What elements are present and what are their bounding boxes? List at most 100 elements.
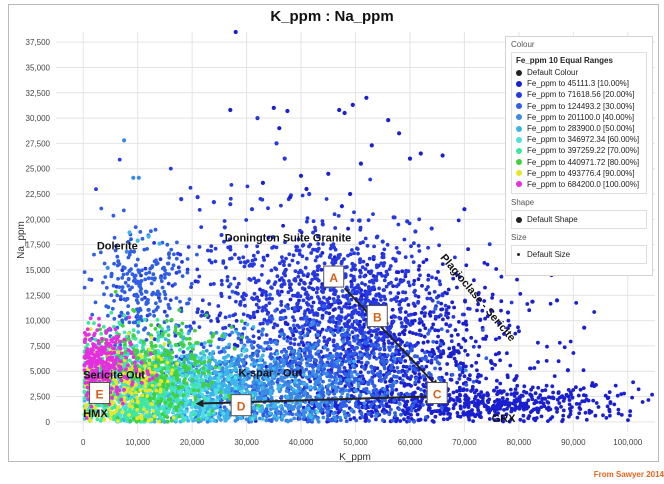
data-point bbox=[433, 414, 438, 419]
data-point bbox=[228, 256, 232, 261]
data-point bbox=[256, 250, 260, 255]
data-point bbox=[349, 408, 354, 413]
data-point bbox=[470, 408, 474, 412]
data-point bbox=[363, 387, 368, 392]
data-point bbox=[393, 257, 398, 262]
data-point bbox=[251, 334, 256, 339]
data-point bbox=[233, 342, 237, 347]
data-point bbox=[343, 333, 348, 338]
data-point bbox=[464, 319, 468, 324]
data-point bbox=[303, 265, 308, 270]
data-point bbox=[213, 259, 218, 264]
data-point bbox=[232, 356, 237, 361]
data-point bbox=[297, 248, 302, 253]
data-point bbox=[543, 388, 548, 392]
data-point bbox=[619, 413, 624, 417]
data-point bbox=[225, 411, 230, 416]
data-point bbox=[409, 374, 414, 379]
data-point bbox=[322, 363, 327, 368]
data-point bbox=[532, 416, 537, 421]
data-point bbox=[325, 410, 330, 414]
data-point bbox=[209, 249, 214, 253]
data-point bbox=[403, 310, 408, 314]
data-point bbox=[601, 413, 605, 418]
data-point bbox=[436, 270, 440, 274]
data-point bbox=[394, 270, 399, 274]
data-point bbox=[431, 339, 436, 344]
data-point bbox=[430, 326, 434, 330]
data-point bbox=[212, 376, 217, 381]
data-point bbox=[548, 407, 553, 412]
data-point bbox=[234, 329, 239, 334]
data-point bbox=[309, 415, 313, 420]
data-point bbox=[303, 410, 308, 415]
data-point bbox=[162, 309, 167, 314]
data-point bbox=[200, 309, 205, 314]
data-point bbox=[419, 310, 424, 315]
data-point bbox=[284, 389, 289, 393]
data-point bbox=[458, 367, 462, 372]
data-point bbox=[176, 265, 181, 270]
data-point bbox=[306, 342, 310, 347]
data-point bbox=[546, 395, 551, 400]
data-point bbox=[628, 409, 633, 414]
data-point bbox=[260, 386, 265, 390]
data-point bbox=[143, 266, 148, 271]
data-point bbox=[418, 317, 422, 322]
data-point bbox=[457, 275, 462, 279]
data-point bbox=[350, 345, 354, 350]
data-point bbox=[439, 327, 444, 331]
data-point bbox=[389, 366, 394, 371]
data-point bbox=[347, 360, 352, 365]
data-point bbox=[557, 340, 562, 345]
data-point bbox=[424, 357, 428, 362]
data-point bbox=[616, 411, 621, 416]
data-point bbox=[218, 311, 223, 316]
data-point bbox=[539, 405, 544, 409]
data-point bbox=[383, 375, 388, 380]
data-point bbox=[295, 245, 300, 249]
data-point bbox=[213, 246, 218, 251]
data-point bbox=[343, 388, 348, 393]
data-point bbox=[163, 292, 168, 297]
data-point bbox=[444, 313, 448, 318]
data-point bbox=[454, 271, 458, 276]
data-point bbox=[250, 416, 255, 421]
data-point bbox=[452, 348, 456, 352]
data-point bbox=[82, 270, 87, 274]
data-point bbox=[357, 377, 362, 382]
data-point bbox=[452, 305, 456, 310]
data-point bbox=[330, 257, 335, 262]
data-point bbox=[308, 349, 312, 354]
data-point bbox=[197, 208, 202, 212]
data-points bbox=[82, 29, 654, 424]
data-point bbox=[216, 415, 221, 419]
data-point bbox=[294, 412, 299, 417]
data-point bbox=[540, 388, 545, 393]
data-point bbox=[301, 273, 306, 277]
data-point bbox=[359, 401, 364, 406]
data-point bbox=[276, 289, 280, 294]
data-point bbox=[341, 340, 346, 344]
data-point bbox=[403, 255, 408, 259]
data-point bbox=[346, 328, 350, 332]
data-point bbox=[376, 271, 381, 276]
data-point bbox=[326, 413, 330, 418]
data-point bbox=[493, 399, 497, 404]
data-point bbox=[325, 341, 329, 345]
data-point bbox=[458, 373, 462, 378]
data-point bbox=[490, 292, 495, 297]
data-point bbox=[273, 309, 278, 313]
data-point bbox=[239, 353, 244, 357]
data-point bbox=[273, 341, 278, 345]
data-point bbox=[383, 297, 387, 302]
data-point bbox=[249, 362, 254, 367]
data-point bbox=[469, 364, 474, 368]
data-point bbox=[135, 257, 140, 262]
data-point bbox=[111, 283, 116, 288]
data-point bbox=[252, 358, 256, 363]
data-point bbox=[324, 372, 329, 377]
data-point bbox=[365, 347, 370, 351]
data-point bbox=[493, 363, 497, 367]
data-point bbox=[415, 354, 420, 359]
